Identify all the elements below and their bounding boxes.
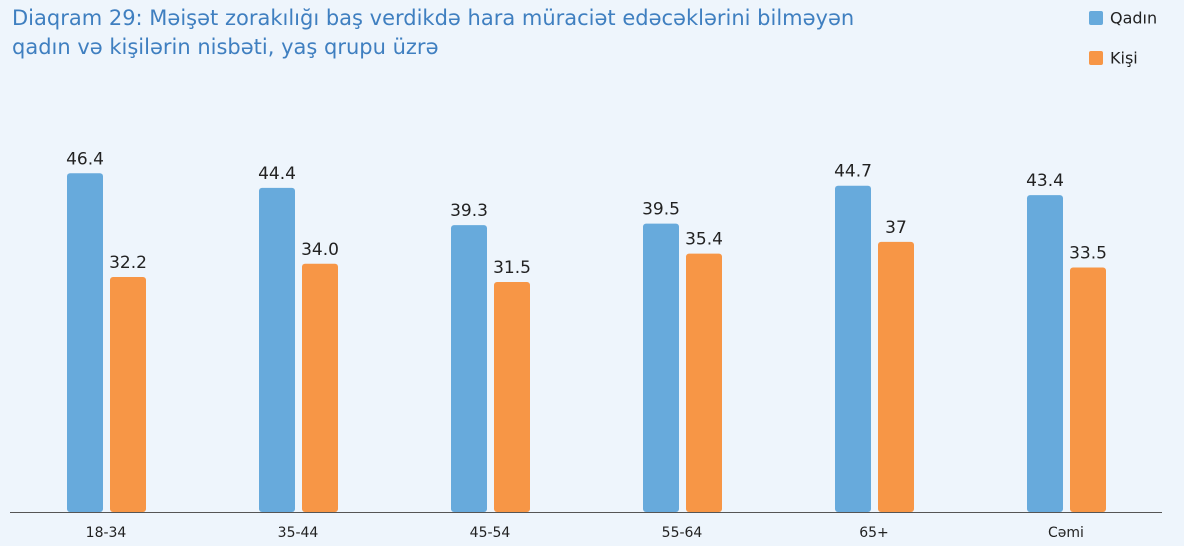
value-label: 32.2 [109, 253, 147, 273]
legend-label: Kişi [1110, 49, 1138, 68]
bar [686, 253, 722, 512]
value-label: 39.5 [642, 200, 680, 220]
x-tick-label: 55-64 [662, 525, 703, 541]
bar [67, 173, 103, 512]
bar [259, 187, 295, 512]
x-tick-label: Cəmi [1048, 525, 1084, 541]
value-label: 44.4 [258, 164, 296, 184]
bar [835, 185, 871, 512]
bar [451, 225, 487, 513]
x-tick-label: 18-34 [86, 525, 127, 541]
legend-swatch [1089, 51, 1103, 65]
value-label: 39.3 [450, 201, 488, 221]
x-tick-label: 45-54 [470, 525, 511, 541]
legend-swatch [1089, 11, 1103, 25]
legend-label: Qadın [1110, 9, 1157, 28]
bar [878, 241, 914, 512]
value-label: 44.7 [834, 162, 872, 182]
value-label: 43.4 [1026, 171, 1064, 191]
bar [302, 263, 338, 512]
bar [1027, 195, 1063, 512]
value-label: 46.4 [66, 149, 104, 169]
x-tick-label: 65+ [859, 525, 889, 541]
value-label: 33.5 [1069, 243, 1107, 263]
value-label: 35.4 [685, 230, 723, 250]
x-tick-label: 35-44 [278, 525, 319, 541]
value-label: 37 [885, 218, 907, 238]
bar [110, 276, 146, 512]
bar [1070, 267, 1106, 512]
value-label: 31.5 [493, 258, 531, 278]
bar [494, 282, 530, 512]
bar [643, 223, 679, 512]
value-label: 34.0 [301, 240, 339, 260]
chart-title: Diaqram 29: Məişət zorakılığı baş verdik… [12, 6, 855, 59]
